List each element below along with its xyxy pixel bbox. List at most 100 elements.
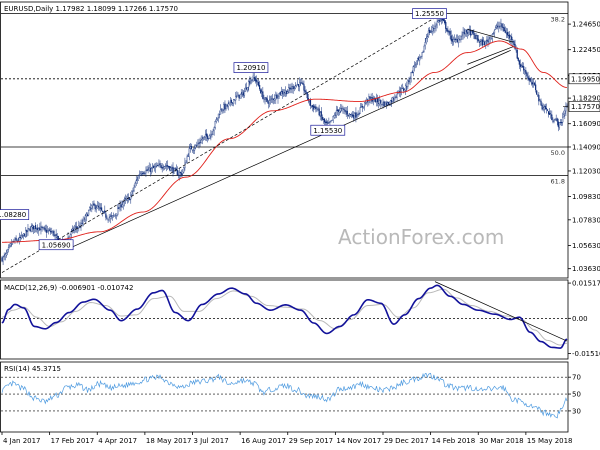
candle-body	[225, 104, 227, 109]
candle-body	[119, 203, 121, 210]
candle-body	[451, 39, 453, 42]
candle-body	[309, 99, 312, 106]
candle-body	[45, 229, 47, 233]
candle-body	[448, 31, 450, 33]
candle-body	[562, 117, 564, 123]
candle-body	[139, 172, 142, 176]
candle-body	[408, 80, 410, 82]
candle-body	[563, 114, 565, 117]
candle-body	[3, 255, 5, 258]
candle-body	[296, 83, 299, 85]
trendline	[467, 29, 513, 43]
candle-body	[319, 112, 321, 116]
candle-body	[431, 30, 433, 32]
candle-body	[383, 101, 385, 107]
candle-body	[279, 92, 281, 95]
candle-body	[152, 166, 155, 169]
candle-body	[427, 30, 430, 38]
candle-body	[411, 71, 413, 74]
candle-body	[203, 135, 206, 138]
candle-body	[542, 108, 544, 110]
candle-body	[545, 107, 548, 110]
trendline	[72, 49, 511, 248]
candle-body	[315, 106, 317, 109]
candle-body	[525, 70, 527, 74]
candle-body	[160, 165, 162, 168]
x-tick-label: 15 May 2018	[527, 437, 573, 445]
candle-body	[351, 114, 353, 117]
y-tick-label: 1.14090	[572, 143, 600, 151]
candle-body	[425, 38, 427, 43]
candle-body	[496, 25, 498, 28]
candle-body	[505, 32, 507, 34]
current-price-box	[568, 101, 600, 112]
candle-body	[236, 95, 238, 97]
candle-body	[461, 34, 463, 37]
candle-body	[312, 105, 314, 108]
candle-body	[566, 105, 568, 107]
candle-body	[265, 97, 267, 100]
candle-body	[7, 247, 10, 250]
candle-body	[32, 225, 34, 230]
rsi-tick-label: 30	[572, 407, 581, 415]
candle-body	[332, 116, 334, 121]
candle-body	[277, 96, 279, 99]
candle-body	[460, 35, 462, 40]
candle-body	[18, 237, 20, 242]
candle-body	[492, 32, 494, 34]
candle-body	[544, 105, 546, 110]
candle-body	[433, 28, 435, 30]
candle-body	[200, 139, 202, 143]
candle-body	[490, 37, 492, 39]
candle-body	[104, 210, 106, 213]
candle-body	[435, 25, 437, 28]
candle-body	[273, 98, 275, 100]
candle-body	[537, 94, 539, 96]
candle-body	[38, 227, 40, 232]
candle-body	[212, 130, 214, 135]
candle-body	[191, 149, 194, 151]
candle-body	[440, 19, 443, 21]
rsi-line	[1, 372, 568, 419]
x-tick-label: 14 Nov 2017	[336, 437, 381, 445]
candle-body	[226, 104, 228, 107]
candle-body	[188, 148, 190, 157]
candle-body	[247, 87, 249, 91]
candle-body	[116, 213, 118, 216]
candle-body	[148, 167, 150, 171]
candle-body	[204, 134, 207, 138]
candle-body	[378, 102, 380, 104]
candle-body	[24, 233, 26, 237]
candle-body	[402, 88, 405, 91]
candle-body	[259, 85, 261, 90]
candle-body	[246, 87, 248, 90]
candle-body	[557, 121, 559, 127]
candle-body	[486, 39, 488, 42]
candle-body	[503, 27, 505, 32]
rsi-tick-label: 70	[572, 374, 581, 382]
candle-body	[168, 166, 170, 168]
candle-body	[423, 45, 425, 53]
x-tick-label: 16 Aug 2017	[241, 437, 286, 445]
candle-body	[255, 79, 257, 82]
annotation-box	[0, 209, 30, 220]
candle-body	[115, 214, 117, 216]
candle-body	[353, 115, 355, 119]
candle-body	[280, 91, 282, 96]
candle-body	[501, 23, 503, 28]
candle-body	[141, 173, 143, 175]
candle-body	[133, 187, 135, 191]
resistance-price-label: 1.19950	[571, 75, 600, 83]
candle-body	[237, 93, 239, 97]
candle-body	[275, 94, 277, 100]
candle-body	[53, 230, 55, 236]
candle-body	[241, 92, 243, 94]
candle-body	[257, 81, 260, 86]
candle-body	[502, 26, 504, 28]
candle-body	[504, 30, 506, 33]
candle-body	[532, 81, 535, 85]
candle-body	[493, 30, 496, 34]
y-tick-label: 1.09830	[572, 193, 600, 201]
candle-body	[69, 234, 71, 238]
